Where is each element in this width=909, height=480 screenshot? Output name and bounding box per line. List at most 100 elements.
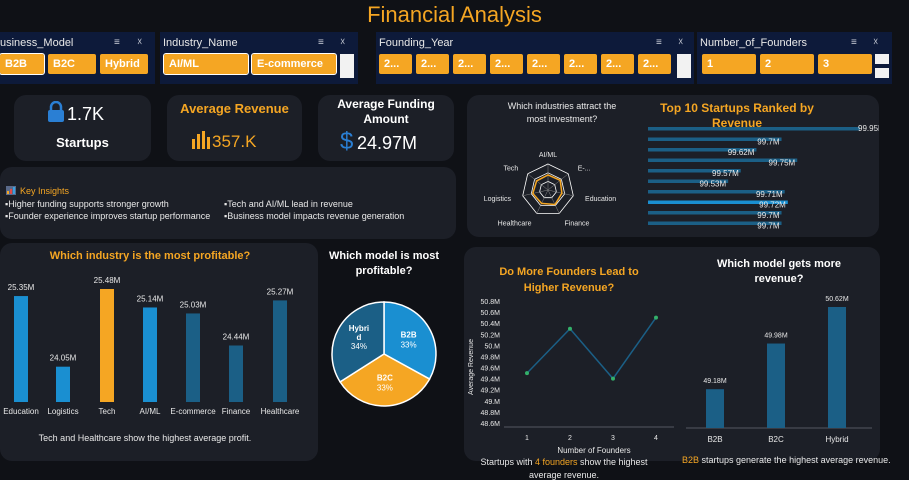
model-bar-label: 49.18M <box>703 378 727 385</box>
multi-select-icon[interactable]: ≡ <box>114 37 120 48</box>
insight-item: ▪Higher funding supports stronger growth <box>5 199 169 209</box>
top10-bar-label: 99.7M <box>757 138 780 147</box>
line-footnote-2: average revenue. <box>528 470 600 480</box>
radar-axis <box>527 173 549 191</box>
industry-bar-label: 24.44M <box>223 333 250 342</box>
industry-category-label: Healthcare <box>261 407 300 416</box>
radar-axis <box>536 189 549 214</box>
clear-filter-icon[interactable]: ☓ <box>873 37 879 48</box>
slicer-item-ecommerce[interactable]: E-commerce <box>251 53 337 75</box>
top10-bar <box>648 158 798 162</box>
industry-profit-title: Which industry is the most profitable? <box>49 250 251 262</box>
radar-category-label: Finance <box>564 220 589 227</box>
line-y-tick: 49.2M <box>481 388 501 395</box>
top10-bar <box>648 169 741 173</box>
slicer-item-year[interactable]: 2... <box>416 54 449 74</box>
top10-bar-label: 99.7M <box>757 211 780 220</box>
top10-bar <box>648 221 782 225</box>
slicer-item-founders[interactable]: 3 <box>818 54 872 74</box>
slicer-business-model[interactable]: usiness_Model ≡ ☓ B2B B2C Hybrid <box>0 32 155 84</box>
slicer-item-year[interactable]: 2... <box>379 54 412 74</box>
bar-chart-icon <box>192 131 210 149</box>
industry-bar <box>14 296 28 402</box>
multi-select-icon[interactable]: ≡ <box>851 37 857 48</box>
slicer-scrollbar[interactable] <box>677 54 691 78</box>
slicer-item-b2b[interactable]: B2B <box>0 53 45 75</box>
line-y-tick: 49.M <box>484 399 500 406</box>
slicer-item-b2c[interactable]: B2C <box>48 54 96 74</box>
kpi-startups-value: 1.7K <box>67 104 105 124</box>
slicer-item-year[interactable]: 2... <box>638 54 671 74</box>
line-y-tick: 49.6M <box>481 366 501 373</box>
industry-bar <box>100 289 114 402</box>
top10-bar-label: 99.95M <box>858 124 879 133</box>
slicer-scroll-up[interactable] <box>875 54 889 64</box>
line-title-2: Higher Revenue? <box>523 282 615 294</box>
multi-select-icon[interactable]: ≡ <box>318 37 324 48</box>
radar-category-label: Tech <box>503 166 518 173</box>
model-revenue-title: Which model gets more <box>716 258 842 270</box>
top10-bar-label: 99.71M <box>756 190 783 199</box>
industry-category-label: Tech <box>99 407 116 416</box>
industry-category-label: Education <box>3 407 39 416</box>
top10-bar <box>648 137 782 141</box>
pie-slice-pct: 33% <box>377 384 393 393</box>
line-point <box>525 371 529 376</box>
dollar-icon: $ <box>340 128 354 155</box>
slicer-founders[interactable]: Number_of_Founders ≡ ☓ 1 2 3 <box>697 32 892 84</box>
line-y-tick: 50.M <box>484 343 500 350</box>
slicer-item-year[interactable]: 2... <box>564 54 597 74</box>
slicer-item-hybrid[interactable]: Hybrid <box>100 54 148 74</box>
model-revenue-title-2: revenue? <box>754 273 804 285</box>
slicer-item-year[interactable]: 2... <box>601 54 634 74</box>
radar-title-2: most investment? <box>526 114 598 124</box>
line-point <box>568 326 572 331</box>
radar-title: Which industries attract the <box>507 101 617 111</box>
slicer-industry[interactable]: Industry_Name ≡ ☓ AI/ML E-commerce <box>160 32 358 84</box>
industry-bar <box>273 300 287 402</box>
clear-filter-icon[interactable]: ☓ <box>340 37 346 48</box>
pie-slice-name: d <box>356 333 361 342</box>
clear-filter-icon[interactable]: ☓ <box>137 37 143 48</box>
slicer-item-year[interactable]: 2... <box>490 54 523 74</box>
industry-category-label: Finance <box>222 407 251 416</box>
slicer-item-year[interactable]: 2... <box>527 54 560 74</box>
clear-filter-icon[interactable]: ☓ <box>678 37 684 48</box>
radar-category-label: Logistics <box>484 196 512 203</box>
slicer-industry-label: Industry_Name <box>163 37 238 49</box>
kpi-card-avg-revenue: Average Revenue 357.K <box>167 95 302 161</box>
industry-profit-footnote: Tech and Healthcare show the highest ave… <box>38 433 252 443</box>
line-y-tick: 49.4M <box>481 377 501 384</box>
top10-bar <box>648 211 782 215</box>
slicer-scrollbar[interactable] <box>340 54 354 78</box>
slicer-founding-year-label: Founding_Year <box>379 37 454 49</box>
industry-category-label: AI/ML <box>140 407 161 416</box>
investment-card: Which industries attract the most invest… <box>467 95 879 237</box>
line-x-tick: 4 <box>654 435 658 442</box>
slicer-item-founders[interactable]: 1 <box>702 54 756 74</box>
model-bar <box>706 389 724 428</box>
industry-bar-label: 25.27M <box>267 287 294 296</box>
line-y-tick: 50.6M <box>481 310 501 317</box>
multi-select-icon[interactable]: ≡ <box>656 37 662 48</box>
slicer-scroll-down[interactable] <box>875 68 889 78</box>
radar-series <box>531 174 563 206</box>
kpi-avg-funding-value: 24.97M <box>357 133 418 153</box>
industry-bar <box>143 307 157 402</box>
radar-category-label: AI/ML <box>539 152 557 159</box>
slicer-item-founders[interactable]: 2 <box>760 54 814 74</box>
radar-axis <box>547 189 560 214</box>
pie-slice-name: Hybri <box>349 324 369 333</box>
chart-icon <box>6 186 16 195</box>
line-y-tick: 50.8M <box>481 299 501 306</box>
industry-bar <box>229 345 243 402</box>
line-point <box>654 315 658 320</box>
slicer-item-aiml[interactable]: AI/ML <box>163 53 249 75</box>
kpi-avg-revenue-label: Average Revenue <box>180 101 289 116</box>
slicer-founding-year[interactable]: Founding_Year ≡ ☓ 2... 2... 2... 2... 2.… <box>376 32 694 84</box>
pie-slice-pct: 33% <box>401 340 417 349</box>
slicer-item-year[interactable]: 2... <box>453 54 486 74</box>
slicer-founders-label: Number_of_Founders <box>700 37 808 49</box>
industry-profit-card: Which industry is the most profitable? 2… <box>0 243 318 461</box>
line-x-tick: 2 <box>568 435 572 442</box>
